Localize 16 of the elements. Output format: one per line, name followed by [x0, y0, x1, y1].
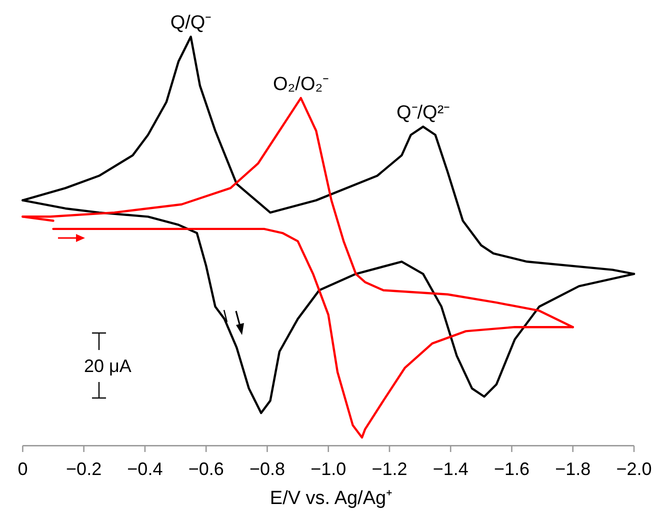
x-tick-label: −0.4 — [127, 459, 163, 479]
x-tick-label: −0.8 — [249, 459, 285, 479]
annotation: Q⁻/Q²⁻ — [396, 102, 450, 124]
x-tick-label: −1.4 — [432, 459, 468, 479]
x-tick-label: −0.6 — [188, 459, 224, 479]
annotation: Q/Q⁻ — [170, 12, 212, 34]
x-axis-title: E/V vs. Ag/Ag⁺ — [270, 488, 392, 509]
x-tick-label: −1.2 — [372, 459, 408, 479]
x-tick-label: −1.6 — [494, 459, 530, 479]
x-tick-label: −2.0 — [616, 459, 652, 479]
x-tick-label: −1.0 — [310, 459, 346, 479]
annotation: O₂/O₂⁻ — [273, 74, 329, 96]
x-tick-label: 0 — [18, 459, 28, 479]
annotation: 20 μA — [84, 356, 132, 376]
x-tick-label: −0.2 — [66, 459, 102, 479]
x-tick-label: −1.8 — [555, 459, 591, 479]
